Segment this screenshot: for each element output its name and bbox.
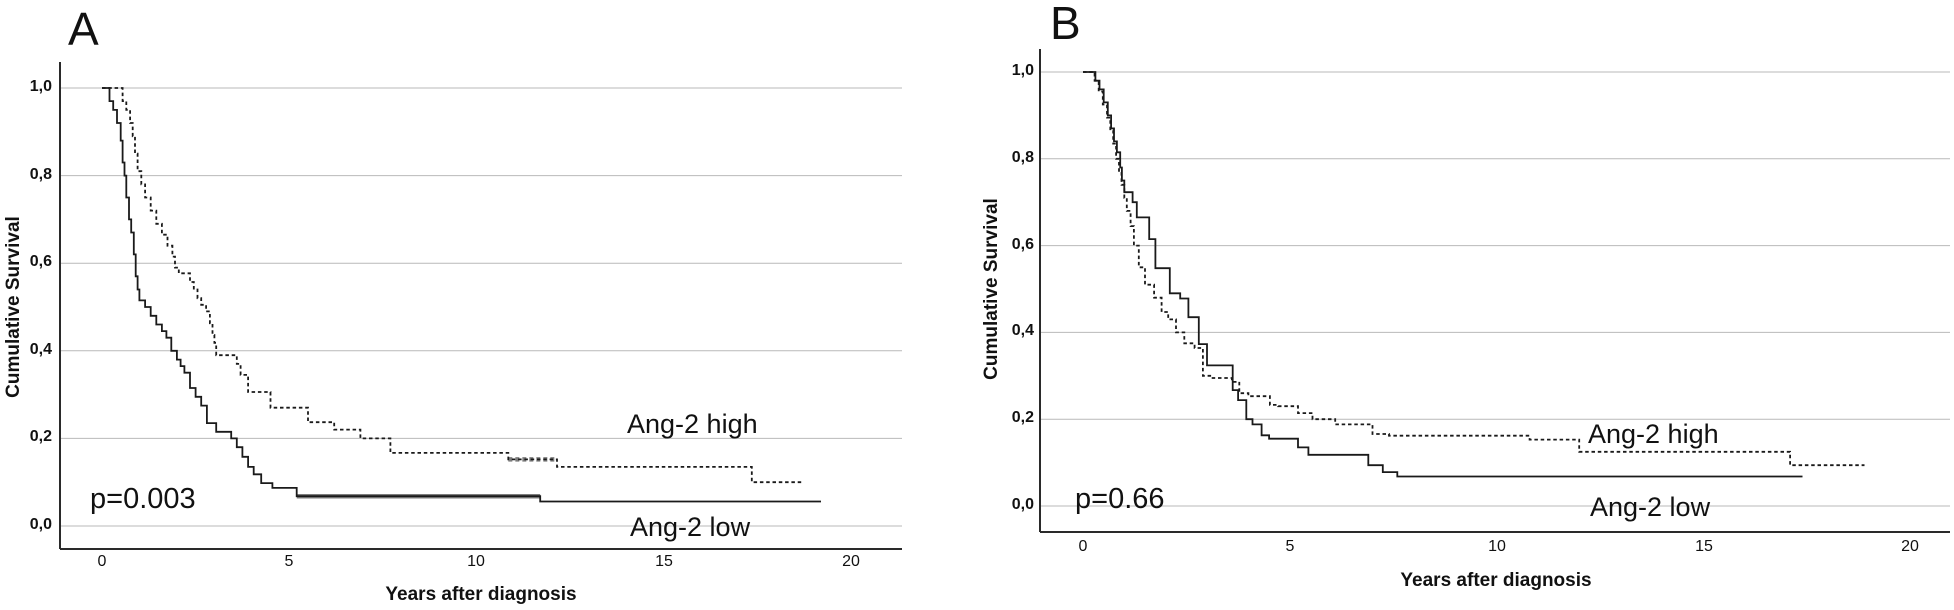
panel-b-label-ang-2-high: Ang-2 high xyxy=(1588,419,1719,449)
panel-b-xtick-5: 5 xyxy=(1285,538,1295,555)
panel-b-ytick-0_2: 0,2 xyxy=(1011,409,1034,426)
panel-a-survival-curve-ang-2-high xyxy=(102,87,803,484)
panel-b-survival-curve-ang-2-low xyxy=(1083,71,1803,478)
panel-b-survival-curve-ang-2-high xyxy=(1083,71,1865,467)
panel-a-ytick-0_2: 0,2 xyxy=(29,428,52,445)
panel-a-x-axis-title: Years after diagnosis xyxy=(385,584,577,605)
panel-a-survival-curve-ang-2-low xyxy=(102,87,821,503)
panel-b-x-axis-title: Years after diagnosis xyxy=(1400,570,1592,591)
panel-b-ytick-0_6: 0,6 xyxy=(1011,236,1034,253)
panel-a-letter: A xyxy=(68,3,99,55)
panel-a-label-ang-2-low: Ang-2 low xyxy=(630,512,751,542)
panel-b-xtick-0: 0 xyxy=(1078,538,1088,555)
panel-a-xtick-5: 5 xyxy=(284,553,294,570)
panel-a-y-axis-title: Cumulative Survival xyxy=(3,216,24,398)
panel-a-ytick-0_8: 0,8 xyxy=(29,166,52,183)
panel-b-y-axis-title: Cumulative Survival xyxy=(981,198,1002,380)
panel-a-label-ang-2-high: Ang-2 high xyxy=(627,409,758,439)
panel-a-ytick-0_0: 0,0 xyxy=(29,516,52,533)
panel-b-letter: B xyxy=(1050,0,1081,49)
panel-b-xtick-15: 15 xyxy=(1695,538,1713,555)
panel-b-xtick-10: 10 xyxy=(1488,538,1506,555)
panel-b-ytick-0_4: 0,4 xyxy=(1011,322,1034,339)
panel-a-xtick-10: 10 xyxy=(467,553,485,570)
panel-a-xtick-20: 20 xyxy=(842,553,860,570)
panel-a-xtick-15: 15 xyxy=(655,553,673,570)
panel-a-ytick-0_6: 0,6 xyxy=(29,253,52,270)
panel-b-xtick-20: 20 xyxy=(1901,538,1919,555)
panel-b-label-ang-2-low: Ang-2 low xyxy=(1590,492,1711,522)
panel-a-ytick-0_4: 0,4 xyxy=(29,341,52,358)
panel-b-p-value: p=0.66 xyxy=(1075,483,1165,515)
panel-a-p-value: p=0.003 xyxy=(90,483,196,515)
panel-a-xtick-0: 0 xyxy=(97,553,107,570)
panel-a-ytick-1_0: 1,0 xyxy=(29,78,52,95)
panel-b-ytick-1_0: 1,0 xyxy=(1011,62,1034,79)
panel-b-ytick-0_0: 0,0 xyxy=(1011,496,1034,513)
panel-b-ytick-0_8: 0,8 xyxy=(1011,149,1034,166)
